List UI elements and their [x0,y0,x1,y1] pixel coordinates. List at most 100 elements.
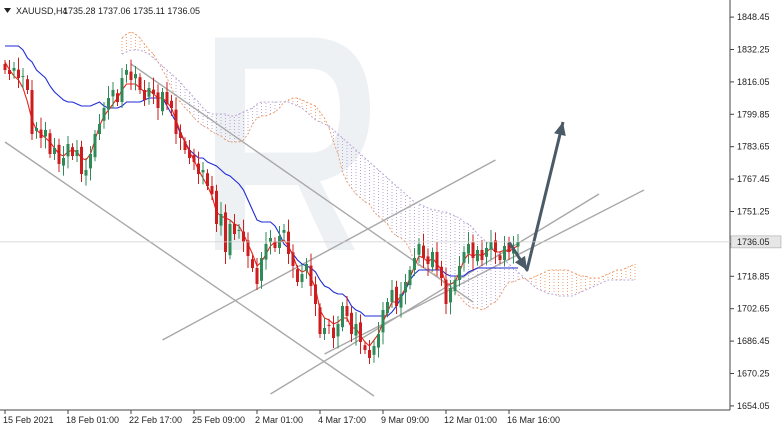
bull-candle [300,274,304,282]
price-axis[interactable]: 1848.45 1832.25 1816.05 1799.85 1783.65 1767.… [0,12,782,411]
bear-candle [210,186,214,194]
bear-candle [359,322,362,342]
bull-candle [120,78,124,102]
bear-candle [17,69,20,78]
price-tick-label: 1783.65 [737,142,770,152]
bull-candle [404,282,407,293]
bull-candle [89,154,92,169]
bear-candle [26,79,29,90]
bear-candle [350,312,353,334]
bear-candle [170,100,173,108]
bear-candle [8,70,11,74]
bull-candle [381,310,385,333]
bull-candle [467,244,470,254]
bear-candle [440,266,443,278]
time-tick-label: 16 Mar 16:00 [507,415,560,425]
channel-line [4,141,375,397]
bear-candle [3,64,7,70]
time-tick-label: 18 Feb 01:00 [66,415,119,425]
bear-candle [444,279,448,304]
time-tick-label: 9 Mar 09:00 [381,415,429,425]
bear-candle [156,92,160,108]
bear-candle [197,163,200,174]
bear-candle [39,129,43,138]
bear-candle [327,324,331,326]
dropdown-triangle-icon[interactable] [4,8,11,13]
bull-candle [462,252,466,263]
bear-candle [48,133,52,154]
bear-candle [273,241,277,248]
bull-candle [323,328,326,334]
bull-candle [489,242,493,250]
bear-candle [174,109,178,134]
forecast-arrow-head-down [514,255,527,270]
last-price-marker [730,235,782,249]
bull-candle [147,88,151,97]
bear-candle [426,256,430,264]
symbol-label: XAUUSD,H4 [16,6,68,16]
bull-candle [75,150,79,156]
bull-candle [413,258,416,270]
bear-candle [287,231,290,254]
price-tick-label: 1702.65 [737,304,770,314]
bull-candle [102,108,106,121]
bear-candle [215,190,218,224]
bull-candle [377,334,380,348]
bull-candle [12,68,16,71]
time-axis[interactable]: 15 Feb 2021 18 Feb 01:00 22 Feb 17:00 25 Fe… [3,410,560,425]
bull-candle [354,324,358,336]
bear-candle [233,224,236,234]
bull-candle [125,70,128,75]
bear-candle [332,327,335,338]
bear-candle [206,173,209,186]
bear-candle [192,154,196,162]
indicator-lines [4,45,519,347]
bull-candle [453,280,457,292]
bear-candle [251,259,254,268]
bear-candle [435,252,439,270]
forecast-arrow-head-up [554,122,566,137]
bear-candle [116,93,119,102]
bear-candle [242,231,245,242]
channel-line [324,189,645,355]
bull-candle [107,98,110,110]
price-tick-label: 1686.45 [737,336,770,346]
bear-candle [368,350,371,358]
bear-candle [57,144,61,164]
bull-candle [516,242,520,247]
time-tick-label: 25 Feb 09:00 [192,415,245,425]
last-price-label: 1736.05 [737,237,770,247]
bear-candle [422,245,425,258]
bull-candle [62,158,65,166]
bull-candle [341,306,344,328]
bear-candle [318,307,322,334]
price-tick-label: 1816.05 [737,77,770,87]
bear-candle [395,286,398,306]
bull-candle [260,258,263,281]
bull-candle [336,324,340,337]
price-tick-label: 1670.25 [737,369,770,379]
bull-candle [305,264,308,271]
bear-candle [309,265,313,286]
watermark-logo [215,37,370,250]
bear-candle [363,345,367,350]
bull-candle [449,288,452,303]
bull-candle [269,238,272,243]
bull-candle [390,290,394,302]
time-tick-label: 22 Feb 17:00 [129,415,182,425]
chart-header: XAUUSD,H4 1735.28 1737.06 1735.11 1736.0… [4,6,200,16]
channel-line [270,193,600,395]
bull-candle [98,124,101,134]
bear-candle [179,132,182,138]
bull-candle [44,130,47,137]
forecast-arrow [507,121,566,272]
bear-candle [498,255,502,260]
bull-candle [264,244,268,260]
bear-candle [129,71,133,80]
bull-candle [386,302,389,314]
bear-candle [255,268,259,284]
bear-candle [291,252,295,266]
bull-candle [372,346,376,355]
price-tick-label: 1848.45 [737,12,770,22]
